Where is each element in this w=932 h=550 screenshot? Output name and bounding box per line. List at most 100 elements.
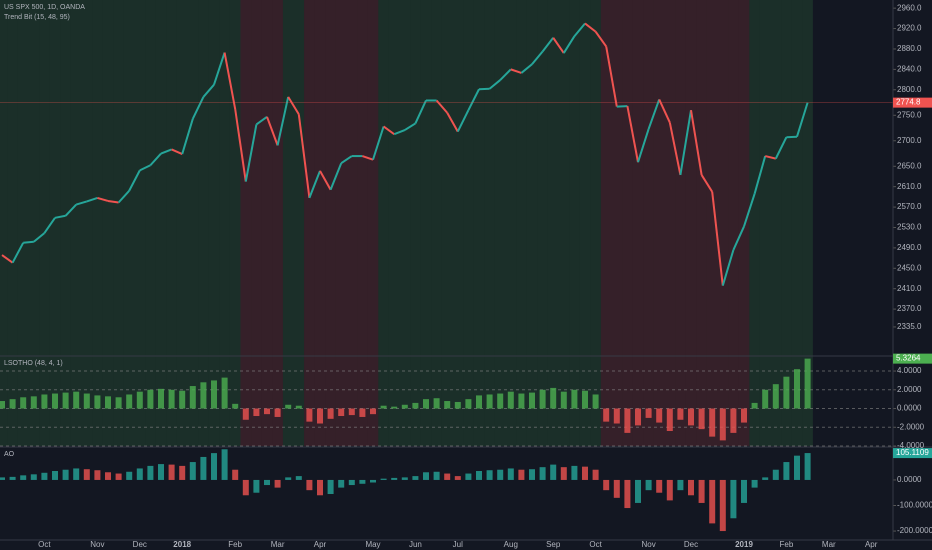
regime-band [622,0,633,446]
last-value-tag [893,353,932,364]
histogram-bar [391,406,398,409]
price-segment [467,88,480,111]
regime-band [590,0,601,446]
regime-band [92,0,103,446]
regime-band [505,0,517,446]
y-tick-label: 2700.0 [897,136,922,145]
price-segment [255,115,268,126]
regime-band [219,0,230,446]
histogram-bar [433,398,440,409]
price-segment [297,114,311,199]
regime-band [304,0,315,446]
regime-band [367,0,379,446]
histogram-bar [518,393,525,409]
histogram-bar [62,392,69,409]
regime-band [770,0,782,446]
price-segment [531,50,544,65]
price-segment [244,124,258,182]
price-segment [213,52,226,85]
y-tick-label: -4.0000 [897,441,925,450]
histogram-bar [656,479,663,493]
regime-band [314,0,326,446]
regime-band [198,0,209,446]
price-segment [446,112,459,133]
x-tick-label: Aug [504,540,518,549]
histogram-bar [348,408,355,416]
histogram-bar [688,479,694,496]
histogram-bar [613,408,620,424]
histogram-bar [550,387,557,409]
histogram-bar [242,408,249,420]
histogram-bar [751,479,758,488]
histogram-bar [306,408,313,422]
regime-band [781,0,792,446]
regime-band [166,0,177,446]
histogram-bar [295,476,302,480]
regime-band [516,0,527,446]
histogram-bar [454,476,461,480]
regime-band [81,0,93,446]
price-segment [54,214,66,219]
histogram-bar [783,462,790,480]
regime-band [17,0,29,446]
histogram-bar [338,479,345,488]
histogram-bar [317,408,323,424]
price-segment [160,148,172,155]
x-tick-label: Dec [684,540,698,549]
histogram-bar [645,479,652,491]
y-tick-label: -2.0000 [897,422,925,431]
histogram-bar [189,386,196,409]
x-tick-label: Oct [38,540,51,549]
histogram-bar [30,396,37,409]
y-tick-label: -100.0000 [897,501,932,510]
y-tick-label: 2335.0 [897,322,922,331]
regime-band [494,0,506,446]
price-segment [340,155,353,165]
price-segment [329,162,343,191]
regime-band [28,0,40,446]
y-tick-label: 2570.0 [897,202,922,211]
regime-band [558,0,570,446]
histogram-bar [486,470,493,480]
histogram-bar [179,390,186,409]
histogram-bar [603,479,610,491]
regime-band [388,0,400,446]
regime-band [664,0,676,446]
last-value-label: 105.1109 [896,448,929,457]
price-segment [774,136,788,160]
histogram-bar [380,478,387,480]
histogram-bar [274,408,281,417]
histogram-bar [391,477,398,480]
histogram-bar [30,474,37,480]
price-segment [43,217,56,234]
price-segment [552,37,565,54]
histogram-bar [783,376,790,409]
histogram-bar [41,394,48,409]
histogram-bar [529,469,535,480]
price-segment [562,35,576,54]
histogram-bar [709,408,716,437]
histogram-bar [529,392,535,409]
y-tick-label: -200.0000 [897,526,932,535]
price-segment [234,109,247,182]
histogram-bar [62,469,69,480]
regime-band [49,0,61,446]
price-segment [700,174,714,193]
price-segment [1,254,14,264]
x-tick-label: Jun [409,540,422,549]
regime-band [420,0,432,446]
histogram-bar [264,479,270,486]
y-tick-label: 2410.0 [897,284,922,293]
price-segment [11,242,25,264]
histogram-bar [9,476,16,480]
y-tick-label: 2750.0 [897,110,922,119]
y-tick-label: 2610.0 [897,182,922,191]
y-tick-label: 2800.0 [897,85,922,94]
histogram-bar [698,408,705,430]
last-value-tag [893,448,932,459]
regime-band [39,0,50,446]
histogram-bar [677,479,684,491]
histogram-bar [709,479,716,524]
histogram-bar [83,393,90,409]
